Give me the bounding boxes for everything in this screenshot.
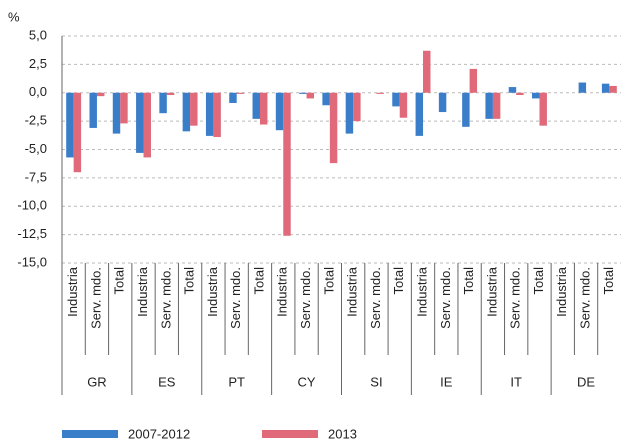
bar <box>392 92 400 107</box>
bar <box>229 92 237 103</box>
bar <box>236 92 245 94</box>
bar <box>469 68 478 93</box>
x-tick-label: Industria <box>135 266 150 317</box>
bar <box>283 92 291 236</box>
bar <box>159 92 167 114</box>
bar <box>112 92 121 134</box>
bar <box>306 92 315 99</box>
group-label: IT <box>510 374 522 389</box>
bar <box>415 92 424 136</box>
x-tick-label: Serv. mdo. <box>578 267 593 329</box>
bar <box>275 92 284 131</box>
bar <box>399 92 408 118</box>
legend-swatch <box>262 430 318 438</box>
bar <box>205 92 214 136</box>
group-label: CY <box>298 374 316 389</box>
group-label: GR <box>87 374 107 389</box>
y-tick-label: -2,5 <box>25 113 47 128</box>
bar <box>516 92 524 96</box>
bar <box>252 92 260 119</box>
bar <box>190 92 198 126</box>
x-tick-label: Serv. mdo. <box>368 267 383 329</box>
bar <box>376 92 384 94</box>
legend-label: 2013 <box>328 426 357 441</box>
bar <box>462 92 470 127</box>
x-tick-label: Industria <box>414 266 429 317</box>
bar <box>485 92 493 119</box>
bar <box>73 92 82 173</box>
y-tick-label: 5,0 <box>29 27 47 42</box>
x-tick-label: Total <box>391 267 406 295</box>
x-tick-label: Serv. mdo. <box>88 267 103 329</box>
legend-swatch <box>62 430 118 438</box>
y-tick-label: -15,0 <box>17 254 47 269</box>
group-label: PT <box>228 374 245 389</box>
bar <box>438 92 447 113</box>
x-tick-label: Total <box>601 267 616 295</box>
x-tick-label: Total <box>182 267 197 295</box>
x-tick-label: Serv. mdo. <box>298 267 313 329</box>
x-tick-label: Industria <box>275 266 290 317</box>
x-tick-label: Total <box>461 267 476 295</box>
bar <box>182 92 191 132</box>
x-tick-label: Industria <box>205 266 220 317</box>
bar <box>423 50 431 93</box>
bar <box>353 92 361 122</box>
bar <box>322 92 330 106</box>
x-tick-label: Total <box>321 267 336 295</box>
bar <box>609 85 617 93</box>
group-label: SI <box>370 374 382 389</box>
y-axis-label: % <box>8 9 20 24</box>
bar <box>259 92 268 125</box>
bar <box>539 92 547 126</box>
y-tick-label: 0,0 <box>29 84 47 99</box>
x-tick-label: Serv. mdo. <box>508 267 523 329</box>
bar <box>213 92 221 138</box>
bar <box>508 87 517 93</box>
x-tick-label: Industria <box>554 266 569 317</box>
x-tick-label: Industria <box>65 266 80 317</box>
bar <box>492 92 501 119</box>
x-tick-label: Serv. mdo. <box>438 267 453 329</box>
bar <box>299 92 307 94</box>
group-label: DE <box>577 374 595 389</box>
bar <box>136 92 144 153</box>
bar <box>345 92 354 134</box>
bar <box>532 92 540 99</box>
legend-label: 2007-2012 <box>128 426 190 441</box>
bar <box>96 92 105 97</box>
x-tick-label: Serv. mdo. <box>158 267 173 329</box>
group-label: ES <box>158 374 176 389</box>
bar <box>601 83 610 93</box>
y-tick-label: -10,0 <box>17 198 47 213</box>
x-tick-label: Total <box>112 267 127 295</box>
y-tick-label: 2,5 <box>29 56 47 71</box>
x-tick-label: Industria <box>484 266 499 317</box>
x-tick-label: Total <box>531 267 546 295</box>
bar <box>329 92 338 164</box>
y-tick-label: -7,5 <box>25 169 47 184</box>
bar <box>89 92 97 128</box>
bar <box>143 92 151 158</box>
x-tick-label: Industria <box>345 266 360 317</box>
bar <box>166 92 175 96</box>
bar <box>120 92 128 124</box>
x-tick-label: Total <box>251 267 266 295</box>
group-label: IE <box>440 374 453 389</box>
bar <box>578 82 587 93</box>
bar <box>66 92 74 158</box>
y-tick-label: -5,0 <box>25 141 47 156</box>
x-tick-label: Serv. mdo. <box>228 267 243 329</box>
y-tick-label: -12,5 <box>17 226 47 241</box>
